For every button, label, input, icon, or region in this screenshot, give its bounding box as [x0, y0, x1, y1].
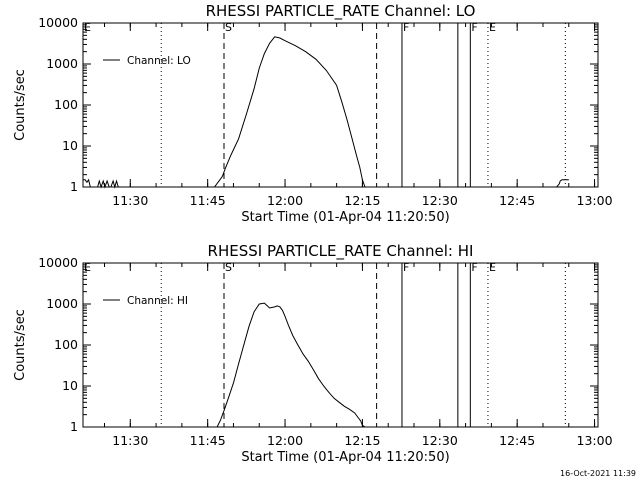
- chart-2-marker-label: E: [84, 261, 91, 274]
- chart-2-x-tick-label: 12:00: [267, 433, 303, 448]
- chart-1-x-tick-label: 12:15: [344, 193, 380, 208]
- chart-1-marker-label: S: [225, 21, 232, 34]
- chart-1-y-tick-label: 1000: [46, 56, 78, 71]
- chart-2-x-tick-label: 12:30: [422, 433, 458, 448]
- chart-2-x-tick-label: 12:15: [344, 433, 380, 448]
- chart-1-x-tick-label: 12:45: [499, 193, 535, 208]
- chart-2-x-tick-label: 11:30: [112, 433, 148, 448]
- chart-1-x-tick-label: 11:30: [112, 193, 148, 208]
- chart-1-y-tick-label: 100: [54, 97, 78, 112]
- chart-2-y-tick-label: 10000: [38, 255, 78, 270]
- chart-2-y-tick-label: 1000: [46, 296, 78, 311]
- chart-1-marker-label: F: [471, 21, 477, 34]
- chart-1-title: RHESSI PARTICLE_RATE Channel: LO: [206, 2, 476, 21]
- chart-2-marker-label: F: [471, 261, 477, 274]
- chart-2-title: RHESSI PARTICLE_RATE Channel: HI: [208, 242, 474, 261]
- chart-1-marker-label: E: [489, 21, 496, 34]
- chart-1-frame: [82, 22, 599, 188]
- chart-2-frame: [82, 262, 599, 428]
- chart-2-x-tick-label: 11:45: [190, 433, 226, 448]
- chart-1-x-axis-label: Start Time (01-Apr-04 11:20:50): [241, 210, 449, 225]
- chart-2-series-line: [216, 302, 366, 428]
- chart-2-y-tick-label: 1: [70, 419, 78, 434]
- chart-1-x-tick-label: 12:30: [422, 193, 458, 208]
- chart-2-x-tick-label: 12:45: [499, 433, 535, 448]
- chart-1-x-tick-label: 11:45: [190, 193, 226, 208]
- chart-2-x-tick-label: 13:00: [577, 433, 613, 448]
- chart-1-y-axis-label: Counts/sec: [13, 69, 28, 141]
- chart-1-legend-label: Channel: LO: [127, 55, 191, 67]
- chart-1-y-tick-label: 1: [70, 179, 78, 194]
- chart-2-y-axis-label: Counts/sec: [13, 309, 28, 381]
- chart-2-y-tick-label: 10: [62, 378, 78, 393]
- generation-timestamp: 16-Oct-2021 11:39: [560, 469, 636, 478]
- chart-2-marker-label: F: [403, 261, 409, 274]
- chart-1-series-line: [83, 36, 569, 189]
- chart-1-y-tick-label: 10000: [38, 15, 78, 30]
- chart-2-marker-label: E: [489, 261, 496, 274]
- chart-1-marker-label: E: [84, 21, 91, 34]
- chart-2-y-tick-label: 100: [54, 337, 78, 352]
- chart-1-y-tick-label: 10: [62, 138, 78, 153]
- chart-1-marker-label: F: [403, 21, 409, 34]
- chart-1-x-tick-label: 12:00: [267, 193, 303, 208]
- chart-1-x-tick-label: 13:00: [577, 193, 613, 208]
- chart-2-legend-label: Channel: HI: [127, 295, 188, 307]
- chart-2-x-axis-label: Start Time (01-Apr-04 11:20:50): [241, 450, 449, 465]
- chart-2-marker-label: S: [225, 261, 232, 274]
